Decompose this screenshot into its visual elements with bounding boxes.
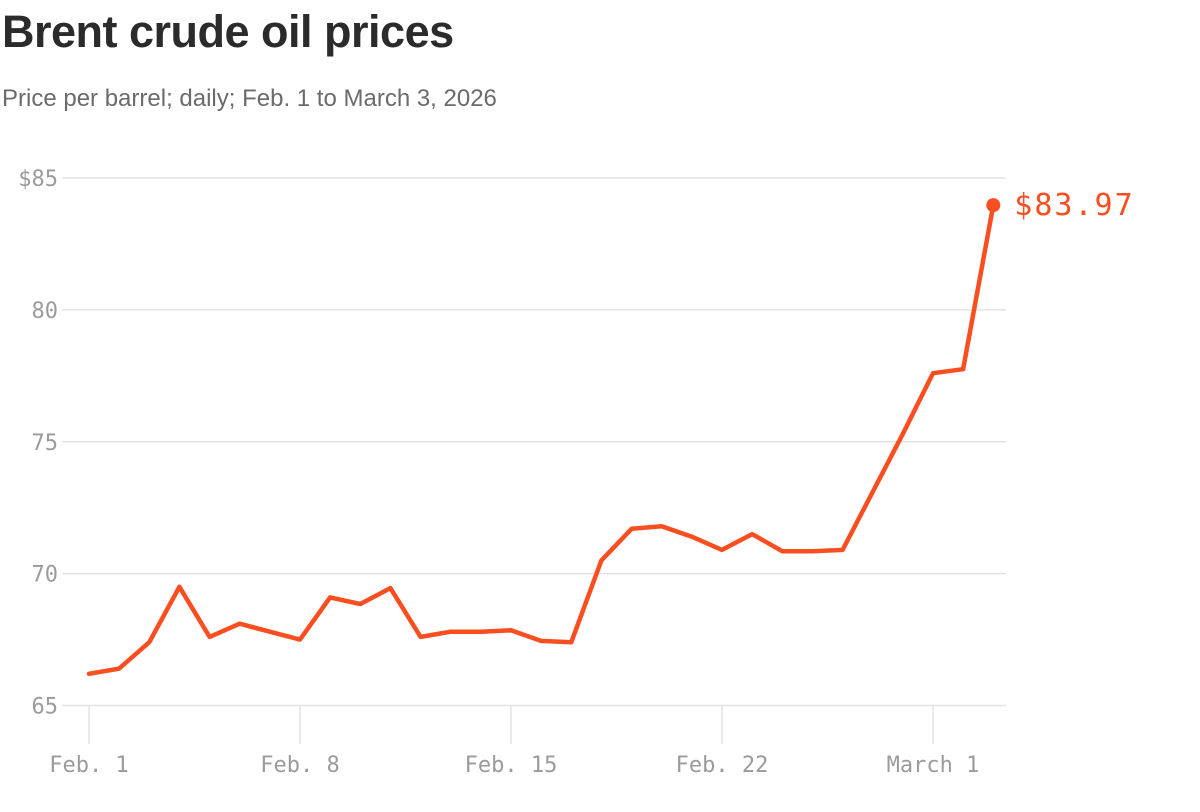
x-axis-tick-label: Feb. 22 [676, 753, 769, 778]
y-axis-tick-label: 65 [32, 695, 59, 720]
x-axis-tick-label: Feb. 1 [49, 753, 128, 778]
end-point-dot [986, 198, 1001, 213]
chart-title: Brent crude oil prices [2, 6, 454, 57]
x-axis-tick-label: March 1 [887, 753, 980, 778]
x-axis-tick-label: Feb. 15 [465, 753, 558, 778]
y-axis-tick-label: $85 [18, 167, 58, 192]
end-point-value-label: $83.97 [1014, 188, 1134, 223]
y-axis-tick-label: 75 [32, 431, 59, 456]
chart-subtitle: Price per barrel; daily; Feb. 1 to March… [2, 85, 497, 112]
x-axis-tick-label: Feb. 8 [260, 753, 339, 778]
y-axis-tick-label: 70 [32, 563, 59, 588]
y-axis-tick-label: 80 [32, 299, 59, 324]
price-line-series [86, 202, 996, 677]
